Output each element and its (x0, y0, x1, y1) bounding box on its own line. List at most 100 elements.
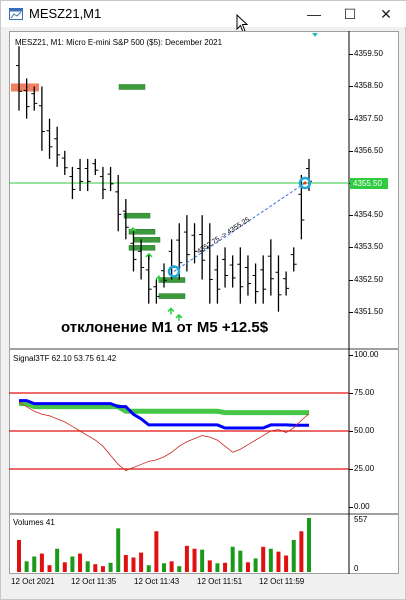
level-marker (123, 212, 151, 219)
trend-end-marker (298, 176, 312, 190)
price-chart-panel[interactable] (9, 31, 399, 349)
price-tick-label: 4356.50 (354, 145, 383, 155)
signal-panel-header: Signal3TF 62.10 53.75 61.42 (13, 354, 117, 363)
volume-bar (169, 561, 174, 572)
level-marker (133, 237, 161, 243)
buy-arrow-icon (167, 307, 175, 315)
close-button[interactable]: ✕ (380, 6, 392, 22)
signal-tick-label: 50.00 (354, 426, 375, 435)
volume-tick-label: 557 (354, 515, 368, 524)
volume-bar (184, 545, 189, 572)
minimize-button[interactable]: — (307, 6, 321, 22)
trend-start-marker (167, 265, 181, 278)
deviation-annotation: отклонение М1 от М5 +12.5$ (61, 319, 269, 336)
price-tick-mark (349, 311, 353, 313)
volume-bar (207, 560, 212, 572)
volume-bar (177, 566, 182, 572)
current-price-tag: 4355.50 (350, 178, 388, 189)
level-marker (118, 84, 146, 90)
signal-tick-mark (349, 507, 353, 508)
volume-bar (24, 561, 29, 572)
volume-bar (245, 562, 250, 572)
volume-bar (299, 531, 304, 572)
price-tick-label: 4358.50 (354, 81, 383, 91)
volume-bar (284, 555, 289, 572)
time-axis-label: 12 Oct 11:59 (259, 577, 305, 586)
volume-tick-label: 0 (354, 564, 359, 573)
trend-label: 4352.75 -> 4355.25 (196, 216, 251, 255)
signal-tick-mark (349, 355, 353, 356)
volume-bar (162, 563, 166, 572)
price-tick-mark (349, 247, 353, 249)
buy-arrow-icon (155, 275, 163, 283)
volume-bar (139, 552, 144, 572)
price-tick-label: 4354.50 (354, 210, 383, 220)
volume-bar (131, 557, 136, 572)
signal-series-line (19, 399, 309, 430)
volume-bar (154, 531, 159, 572)
signal-tick-label: 25.00 (354, 464, 375, 473)
maximize-button[interactable]: ☐ (343, 6, 357, 22)
volume-bar (32, 556, 37, 572)
volume-panel-header: Volumes 41 (13, 518, 55, 527)
volume-bar (85, 561, 90, 572)
volume-bar (78, 553, 83, 572)
signal-tick-label: 75.00 (354, 388, 375, 397)
volume-svg[interactable] (9, 514, 399, 574)
volume-bar (268, 548, 273, 572)
volume-bar (116, 528, 121, 572)
time-axis-label: 12 Oct 2021 (11, 577, 55, 586)
volume-bar (108, 562, 113, 572)
volume-bar (146, 565, 151, 572)
level-marker (128, 245, 156, 251)
signal-series-line (19, 401, 309, 416)
volume-bar (55, 548, 60, 572)
signal-tick-mark (349, 469, 353, 470)
time-axis-label: 12 Oct 11:35 (71, 577, 117, 586)
volume-bar (100, 566, 105, 572)
volume-bar (261, 546, 266, 572)
volume-bar (47, 565, 52, 572)
level-marker (158, 293, 186, 299)
trend-end-dot (303, 181, 307, 185)
volume-bar (238, 550, 243, 572)
volume-bar (230, 546, 235, 572)
volume-bar (276, 551, 281, 572)
signal-tick-mark (349, 393, 353, 394)
price-tick-mark (349, 279, 353, 281)
volume-bar (39, 553, 44, 572)
volume-bar (215, 563, 220, 572)
volume-bar (223, 562, 228, 572)
volume-bar (70, 556, 75, 572)
volume-bar (62, 562, 67, 572)
buy-arrow-icon (175, 313, 183, 321)
volume-bar (17, 540, 21, 572)
time-axis-label: 12 Oct 11:43 (134, 577, 180, 586)
price-tick-label: 4353.50 (354, 242, 383, 252)
volume-bar (123, 555, 128, 572)
price-tick-label: 4357.50 (354, 113, 383, 123)
volume-bar (307, 518, 311, 572)
resistance-marker (11, 83, 39, 92)
price-tick-mark (349, 118, 353, 120)
bar-marker-icon (312, 33, 318, 37)
window-title: MESZ21,M1 (29, 6, 102, 21)
price-chart-svg[interactable]: 4352.75 -> 4355.25 (9, 31, 399, 349)
title-bar[interactable]: MESZ21,M1 — ☐ ✕ (1, 1, 406, 27)
signal-tick-label: 100.00 (354, 350, 379, 359)
volume-bar (93, 564, 98, 572)
signal-tick-label: 0.00 (354, 502, 370, 511)
signal-tick-mark (349, 431, 353, 432)
chart-window-icon (9, 8, 23, 20)
price-chart-header: MESZ21, M1: Micro E-mini S&P 500 ($5): D… (15, 38, 223, 47)
price-tick-mark (349, 54, 353, 56)
price-tick-mark (349, 215, 353, 217)
price-tick-mark (349, 86, 353, 88)
volume-bar (291, 540, 296, 572)
price-tick-mark (349, 150, 353, 152)
time-axis-label: 12 Oct 11:51 (197, 577, 243, 586)
volume-bar (200, 549, 205, 572)
price-tick-label: 4351.50 (354, 306, 383, 316)
signal-indicator-svg[interactable] (9, 349, 399, 514)
